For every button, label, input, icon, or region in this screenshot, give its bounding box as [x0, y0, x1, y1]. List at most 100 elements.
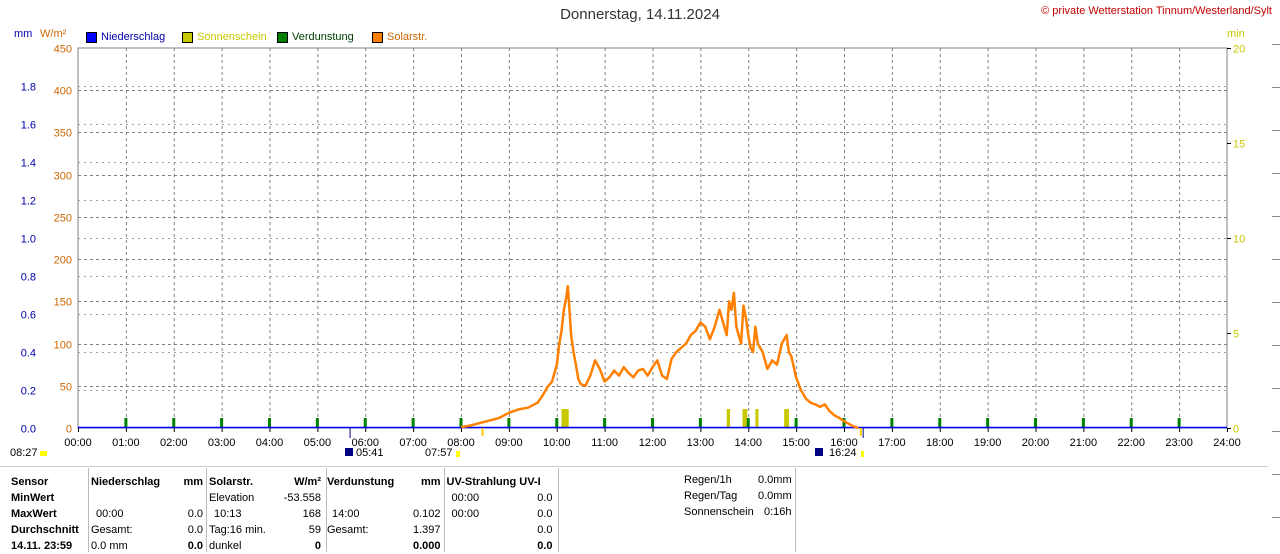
y-tick-label-wm2: 300: [54, 171, 72, 183]
stats-cell: [324, 490, 410, 506]
evening-sun-icon: [861, 451, 864, 457]
legend-solar-swatch: [372, 31, 383, 43]
x-tick-label: 16:00: [830, 437, 858, 449]
x-tick-label: 08:00: [447, 437, 475, 449]
y-tick-label-mm: 0.0: [21, 424, 36, 436]
edge-tick: [1272, 431, 1280, 432]
edge-tick: [1272, 388, 1280, 389]
evaporation-marker: [698, 418, 702, 428]
legend-verdunstung-swatch: [277, 31, 288, 43]
x-tick-label: 14:00: [734, 437, 762, 449]
stats-cell: 14:00: [332, 508, 360, 520]
legend-niederschlag-swatch: [86, 31, 97, 43]
y-tick-label-min: 0: [1233, 424, 1239, 436]
stats-row-sensor: Sensor Niederschlag mm Solarstr. W/m² Ve…: [8, 474, 556, 490]
stats-row-durchschnitt: Durchschnitt Gesamt: 0.0 Tag:16 min. 59 …: [8, 522, 556, 538]
stats-cell: 0.0: [537, 508, 553, 520]
evaporation-marker: [411, 418, 415, 428]
row-label: MinWert: [11, 492, 55, 504]
evaporation-marker: [890, 418, 894, 428]
stats-divider: [0, 466, 1268, 467]
unit-wm2-label: W/m²: [40, 28, 67, 40]
sun-icon: [40, 451, 47, 456]
plot-area: [77, 47, 1228, 429]
x-tick-label: 13:00: [687, 437, 715, 449]
stats-cell: 0.0: [537, 524, 553, 536]
y-tick-label-min: 5: [1233, 329, 1239, 341]
unit-mm-label: mm: [14, 28, 33, 40]
legend-solar-label: Solarstr.: [387, 31, 428, 43]
stats-cell: -53.558: [283, 492, 321, 504]
stats-cell: Elevation: [209, 492, 255, 504]
unit-min-label: min: [1227, 28, 1245, 40]
stats-separator: [558, 468, 559, 552]
y-tick-label-mm: 0.2: [21, 386, 36, 398]
solar-radiation-line: [460, 284, 859, 430]
stats-cell: 00:00: [96, 508, 124, 520]
stats-cell: 10:13: [214, 508, 242, 520]
evaporation-marker: [507, 418, 511, 428]
x-tick-label: 21:00: [1070, 437, 1098, 449]
row-label: 14.11. 23:59: [11, 540, 73, 552]
x-tick-label: 09:00: [495, 437, 523, 449]
solar-unit: W/m²: [294, 476, 321, 488]
marker-morning: 07:57: [425, 447, 453, 459]
edge-tick: [1272, 87, 1280, 88]
x-tick-label: 11:00: [591, 437, 618, 449]
x-tick-label: 24:00: [1213, 437, 1241, 449]
x-tick-label: 01:00: [112, 437, 140, 449]
summary-sonnenschein: Sonnenschein 0:16h: [684, 506, 792, 518]
uv-header: UV-Strahlung UV-I: [446, 476, 541, 488]
stats-cell: 168: [302, 508, 321, 520]
edge-tick: [1272, 517, 1280, 518]
sunrise-icon: [345, 448, 353, 456]
y-tick-label-wm2: 0: [66, 424, 72, 436]
edge-tick: [1272, 302, 1280, 303]
evaporation-marker: [1034, 418, 1037, 428]
evaporation-marker: [220, 418, 224, 428]
edge-tick: [1272, 474, 1280, 475]
x-tick-label: 17:00: [878, 437, 906, 449]
stats-cell: 00:00: [451, 492, 480, 504]
stats-cell: 00:00: [451, 508, 480, 520]
stats-table: Sensor Niederschlag mm Solarstr. W/m² Ve…: [8, 474, 556, 554]
sunshine-bar: [726, 409, 731, 428]
stats-cell: 0.0 mm: [91, 540, 128, 552]
evaporation-marker: [603, 418, 607, 428]
x-tick-label: 04:00: [256, 437, 284, 449]
summary-regen-tag: Regen/Tag 0.0mm: [684, 490, 792, 502]
weather-chart: 00:00 01:00 02:00 03:00 04:00 05:00 06:00 07:00…: [21, 44, 1245, 457]
x-tick-label: 20:00: [1022, 437, 1050, 449]
stats-cell: 0.0: [187, 524, 203, 536]
row-label: Durchschnitt: [11, 524, 79, 536]
y-tick-label-wm2: 100: [54, 340, 72, 352]
right-edge-ticks: [1270, 44, 1280, 552]
x-tick-label: 15:00: [782, 437, 810, 449]
y-tick-label-wm2: 450: [54, 44, 72, 56]
y-tick-label-min: 20: [1233, 44, 1245, 56]
stats-cell: Tag:16 min.: [209, 524, 266, 536]
evaporation-marker: [459, 418, 463, 428]
stats-cell: 0.102: [413, 508, 441, 520]
x-tick-label: 23:00: [1165, 437, 1193, 449]
edge-tick: [1272, 216, 1280, 217]
y-tick-label-mm: 1.2: [21, 196, 36, 208]
stats-separator: [795, 468, 796, 552]
row-label: MaxWert: [11, 508, 57, 520]
y-tick-label-mm: 0.8: [21, 272, 36, 284]
y-tick-label-wm2: 350: [54, 128, 72, 140]
edge-tick: [1272, 173, 1280, 174]
stats-cell: 0.0: [537, 540, 553, 552]
marker-left-sun: 08:27: [10, 447, 38, 459]
evaporation-marker: [1177, 418, 1181, 428]
y-tick-label-wm2: 50: [60, 382, 72, 394]
stats-cell: dunkel: [209, 540, 242, 552]
x-tick-label: 07:00: [399, 437, 427, 449]
stats-cell: [444, 522, 516, 538]
edge-tick: [1272, 44, 1280, 45]
sunshine-bar: [755, 409, 759, 428]
stats-row-minwert: MinWert Elevation -53.558 00:00 0.0: [8, 490, 556, 506]
stats-cell: 59: [308, 524, 321, 536]
stats-cell: 0.000: [413, 540, 441, 552]
stats-cell: [88, 490, 170, 506]
